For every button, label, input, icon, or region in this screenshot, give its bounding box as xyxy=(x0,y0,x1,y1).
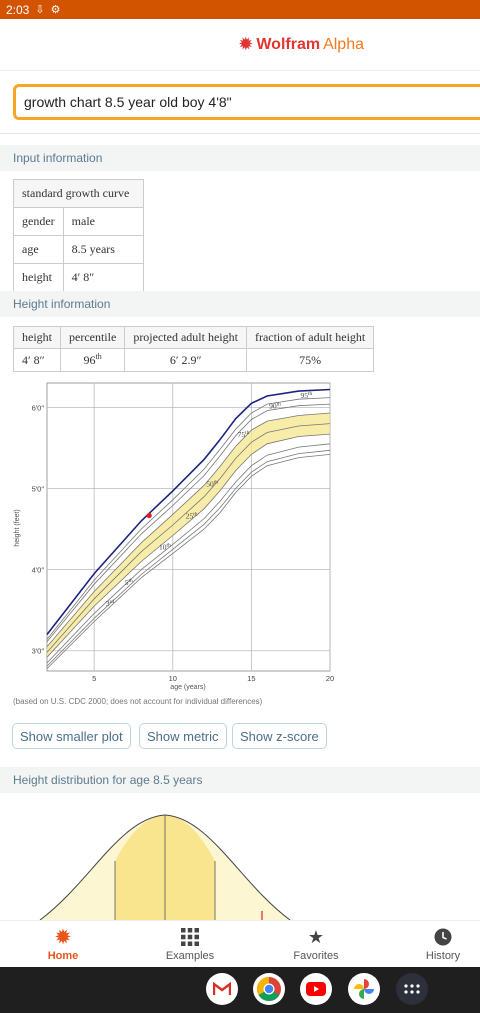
growth-chart[interactable]: 3rd 5th 10th 25th 50th 75th 90th 95th 5 10 15 20 3′… xyxy=(10,378,340,698)
nav-history[interactable]: History xyxy=(418,921,468,968)
y-tick-label: 4′0″ xyxy=(32,566,45,575)
x-axis-label: age (years) xyxy=(170,684,205,691)
nav-examples[interactable]: Examples xyxy=(158,921,222,968)
y-tick-label: 5′0″ xyxy=(32,484,45,493)
height-information-table: height percentile projected adult height… xyxy=(13,326,375,372)
app-drawer-icon[interactable] xyxy=(396,973,428,1005)
x-tick-label: 10 xyxy=(169,674,177,683)
grid-icon xyxy=(180,927,200,947)
nav-history-label: History xyxy=(425,950,461,962)
table-row: age 8.5 years xyxy=(13,235,144,264)
curve-label: 5th xyxy=(125,578,133,587)
download-icon: ⇩ xyxy=(35,4,45,16)
x-tick-label: 5 xyxy=(92,674,96,683)
row-value: 4′ 8″ xyxy=(62,263,144,292)
percentile-curve-25th xyxy=(46,433,331,658)
curve-label: 3rd xyxy=(106,599,115,608)
chrome-icon[interactable] xyxy=(253,973,285,1005)
system-dock xyxy=(0,967,480,1013)
section-height-information: Height information xyxy=(0,291,480,317)
curve-label: 95th xyxy=(301,391,313,400)
y-axis-label: height (feet) xyxy=(14,509,21,546)
col-header: fraction of adult height xyxy=(245,326,375,349)
logo-word-1: Wolfram xyxy=(256,35,321,53)
youtube-icon[interactable] xyxy=(300,973,332,1005)
percentile-curve-top xyxy=(46,388,331,635)
search-box[interactable] xyxy=(13,84,480,120)
percentile-curve-75th xyxy=(46,412,331,647)
cell-projected: 6′ 2.9″ xyxy=(124,348,247,372)
nav-favorites-label: Favorites xyxy=(293,950,339,962)
x-tick-label: 15 xyxy=(247,674,255,683)
section-height-distribution: Height distribution for age 8.5 years xyxy=(0,767,480,793)
x-tick-label: 20 xyxy=(326,674,334,683)
show-smaller-plot-button[interactable]: Show smaller plot xyxy=(12,723,131,749)
input-information-table: standard growth curve gender male age 8.5 … xyxy=(13,179,144,292)
height-distribution-plot xyxy=(39,814,291,920)
percentile-value: 96 xyxy=(83,353,96,367)
home-star-icon: ✹ xyxy=(55,926,71,947)
cell-fraction: 75% xyxy=(245,348,375,372)
row-key: height xyxy=(13,263,64,292)
percentile-curve-95th xyxy=(46,397,331,640)
star-icon: ★ xyxy=(307,926,325,947)
percentile-suffix: th xyxy=(95,352,102,361)
row-key: gender xyxy=(13,207,64,236)
curve-label: 50th xyxy=(206,480,218,489)
logo-word-2: Alpha xyxy=(323,35,364,53)
status-time: 2:03 xyxy=(6,2,30,17)
percentile-curve-90th xyxy=(46,403,331,643)
row-value: male xyxy=(62,207,144,236)
nav-home-label: Home xyxy=(47,950,79,962)
percentile-curve-10th xyxy=(46,443,331,664)
patient-point xyxy=(146,512,152,519)
nav-favorites[interactable]: ★ Favorites xyxy=(286,921,346,968)
photos-icon[interactable] xyxy=(348,973,380,1005)
bottom-navigation: ✹ Home Examples ★ Favorites History xyxy=(0,920,480,967)
nav-home[interactable]: ✹ Home xyxy=(40,921,86,968)
y-tick-label: 3′0″ xyxy=(32,647,45,656)
curve-label: 90th xyxy=(269,401,281,410)
table-row: height 4′ 8″ xyxy=(13,263,144,292)
row-value: 8.5 years xyxy=(62,235,144,264)
gmail-icon[interactable] xyxy=(206,973,238,1005)
curve-label: 25th xyxy=(186,511,198,520)
cell-percentile: 96th xyxy=(59,348,126,372)
section-input-information: Input information xyxy=(0,145,480,171)
percentile-curve-5th xyxy=(46,449,331,667)
wolfram-star-icon: ✹ xyxy=(238,34,254,54)
clock-icon xyxy=(433,927,453,947)
settings-icon: ⚙ xyxy=(50,4,61,16)
show-z-score-button[interactable]: Show z-score xyxy=(232,723,327,749)
table-header: standard growth curve xyxy=(13,179,144,208)
app-header: ✹ Wolfram Alpha xyxy=(0,19,480,71)
curve-label: 10th xyxy=(159,543,171,552)
percentile-curve-3rd xyxy=(46,454,331,669)
chart-note: (based on U.S. CDC 2000; does not accoun… xyxy=(13,697,263,706)
show-metric-button[interactable]: Show metric xyxy=(139,723,227,749)
y-tick-label: 6′0″ xyxy=(32,403,45,412)
percentile-curve-50th xyxy=(46,423,331,653)
search-input[interactable] xyxy=(24,94,480,110)
col-header: height xyxy=(13,326,61,349)
col-header: percentile xyxy=(59,326,126,349)
nav-examples-label: Examples xyxy=(165,950,215,962)
cell-height: 4′ 8″ xyxy=(13,348,61,372)
table-row: 4′ 8″ 96th 6′ 2.9″ 75% xyxy=(13,348,375,372)
col-header: projected adult height xyxy=(124,326,247,349)
wolfram-logo[interactable]: ✹ Wolfram Alpha xyxy=(238,34,364,55)
status-bar: 2:03 ⇩ ⚙ xyxy=(0,0,480,19)
divider xyxy=(0,133,480,134)
table-row: gender male xyxy=(13,207,144,236)
curve-label: 75th xyxy=(238,430,250,439)
row-key: age xyxy=(13,235,64,264)
